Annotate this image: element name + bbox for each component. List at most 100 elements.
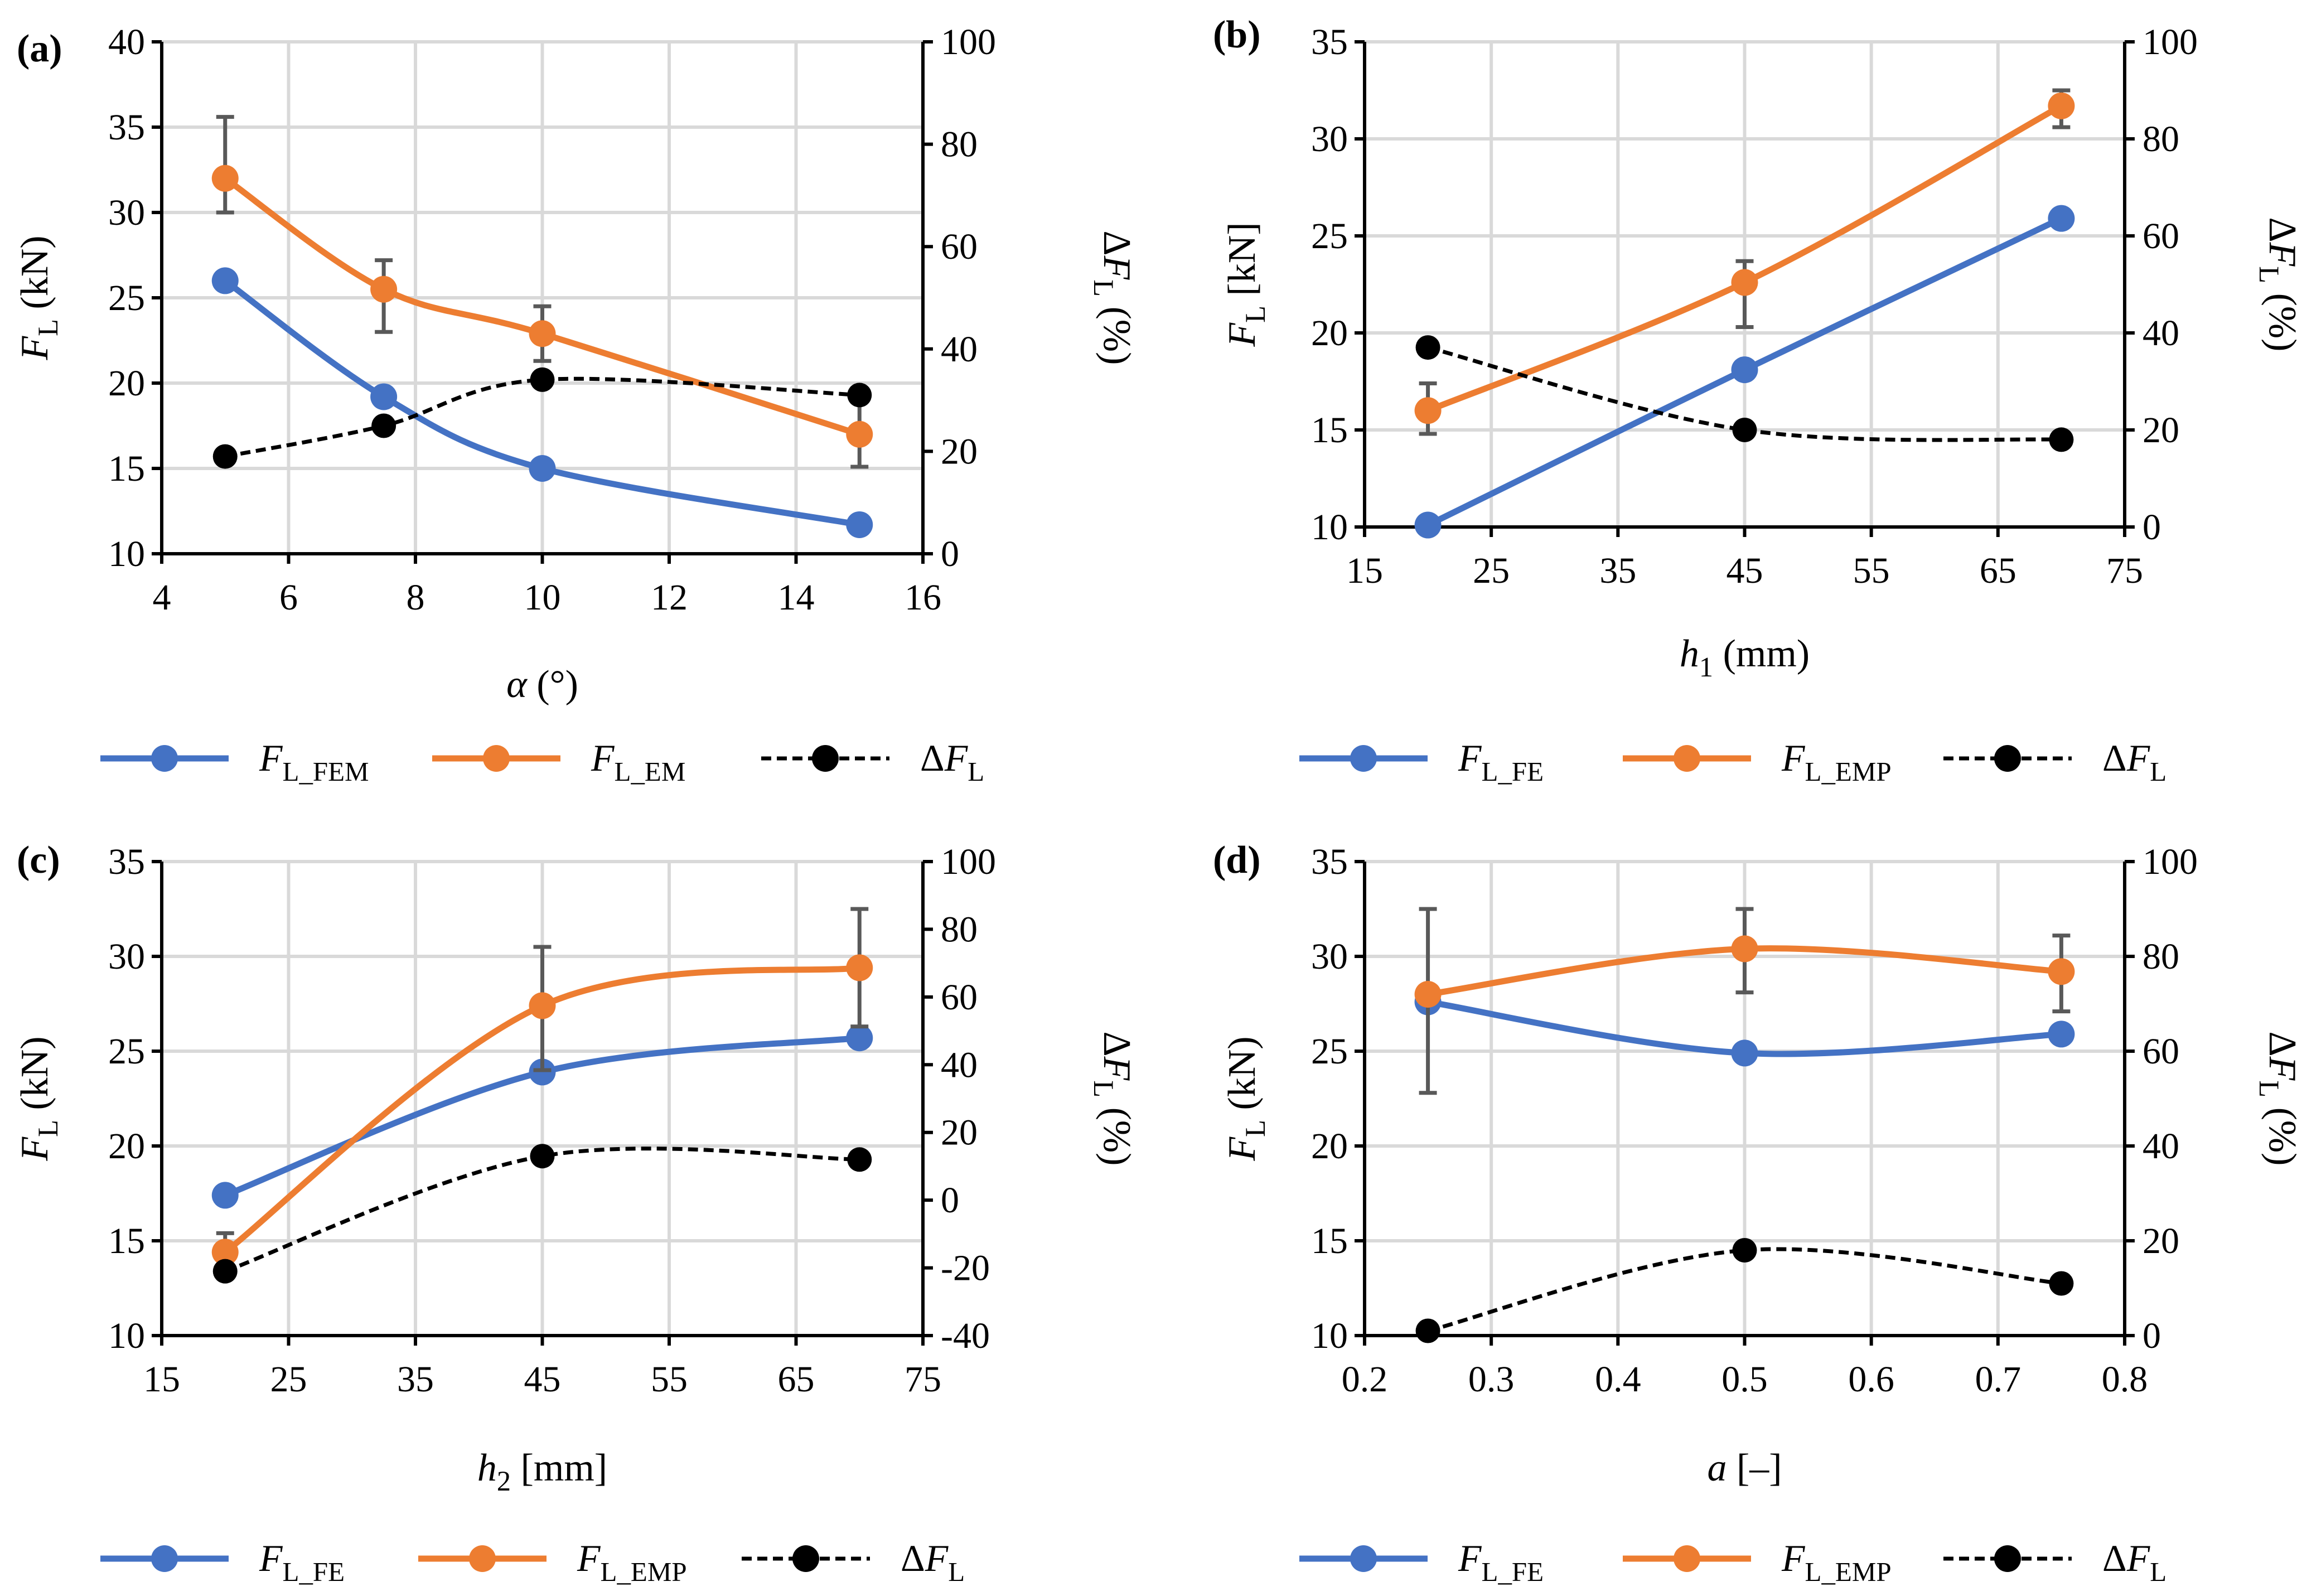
y-tick-label: 30 <box>1311 119 1348 159</box>
data-point-emp <box>2048 958 2075 985</box>
text-part: Δ <box>920 737 945 779</box>
y-tick-label: 35 <box>108 107 145 148</box>
legend-label: FL_EMP <box>577 1537 687 1587</box>
x-tick-label: 45 <box>1726 550 1763 591</box>
text-part: F <box>1095 255 1138 280</box>
y2-axis-title: ΔFL (%) <box>1088 1032 1138 1166</box>
data-point-diff <box>1415 335 1440 360</box>
text-part: (%) <box>2261 1097 2302 1165</box>
y-tick-label: 30 <box>108 192 145 233</box>
x-tick-label: 75 <box>905 1359 941 1400</box>
y-tick-label: 15 <box>108 448 145 489</box>
text-part: L <box>2253 266 2285 283</box>
legend-label: FL_FE <box>259 1537 345 1587</box>
y-tick-label: 20 <box>1311 313 1348 354</box>
y-tick-label: 25 <box>108 1031 145 1072</box>
text-part: [mm] <box>511 1447 607 1489</box>
x-tick-label: 6 <box>279 577 298 618</box>
y-axis-title: FL (kN) <box>1221 1036 1271 1161</box>
data-point-emp <box>529 320 556 347</box>
x-tick-label: 0.5 <box>1721 1359 1768 1400</box>
y2-tick-label: 40 <box>941 1044 978 1085</box>
text-part: F <box>577 1537 601 1579</box>
data-point-fe <box>1731 356 1758 384</box>
chart-panel-c: 15 25 35 45 55 65 75101520253035-40-2002040608… <box>13 839 1138 1587</box>
legend-entry-fe: FL_FE <box>1299 737 1544 787</box>
y-tick-label: 25 <box>108 278 145 318</box>
legend-entry-fe: FL_FE <box>100 1537 345 1587</box>
y2-tick-label: 20 <box>941 1113 978 1153</box>
y2-tick-label: 100 <box>941 22 996 62</box>
text-part: Δ <box>901 1537 925 1579</box>
text-part: L <box>1088 1080 1119 1097</box>
data-point-diff <box>2049 1271 2074 1296</box>
x-axis-title: h2 [mm] <box>477 1447 607 1497</box>
text-part: L <box>2150 756 2166 787</box>
x-tick-label: 15 <box>1346 550 1383 591</box>
x-tick-label: 45 <box>524 1359 561 1400</box>
text-part: Δ <box>2102 1537 2127 1579</box>
data-point-fe <box>211 1182 239 1209</box>
text-part: F <box>2126 737 2151 779</box>
y2-tick-label: 0 <box>941 1180 959 1221</box>
text-part: (°) <box>527 663 578 706</box>
legend-marker <box>1350 1545 1377 1572</box>
legend-marker <box>151 1545 178 1572</box>
x-tick-label: 10 <box>524 577 561 618</box>
data-point-emp <box>529 992 556 1019</box>
series-line-emp <box>223 176 860 438</box>
y-tick-label: 10 <box>108 534 145 574</box>
text-part: L <box>968 756 984 787</box>
legend-label: ΔFL <box>901 1537 965 1587</box>
y2-tick-label: -40 <box>941 1316 990 1356</box>
text-part: F <box>13 1136 56 1162</box>
text-part: α <box>506 663 528 706</box>
data-point-fe <box>1414 511 1442 539</box>
text-part: [kN] <box>1221 222 1264 306</box>
y-tick-label: 15 <box>1311 410 1348 451</box>
legend-marker <box>1994 1545 2021 1572</box>
text-part: F <box>2261 242 2302 267</box>
text-part: h <box>477 1447 497 1489</box>
data-point-emp <box>370 275 398 303</box>
y-axis-title: FL (kN) <box>13 1036 64 1161</box>
text-part: F <box>1458 737 1482 779</box>
text-part: L_FE <box>1482 756 1544 787</box>
x-tick-label: 4 <box>153 577 171 618</box>
y-tick-label: 20 <box>108 363 145 404</box>
y2-tick-label: 40 <box>941 329 978 370</box>
data-point-diff <box>1732 418 1757 442</box>
x-tick-label: 75 <box>2106 550 2143 591</box>
data-point-emp <box>1414 397 1442 424</box>
x-axis-title: a [–] <box>1707 1447 1782 1489</box>
text-part: F <box>1781 737 1806 779</box>
data-point-diff <box>530 367 555 392</box>
text-part: L <box>32 1120 64 1137</box>
legend-marker <box>1674 745 1700 772</box>
x-tick-label: 35 <box>1599 550 1636 591</box>
data-point-diff <box>530 1144 555 1169</box>
text-part: F <box>2126 1537 2151 1579</box>
text-part: (kN) <box>13 235 56 319</box>
y2-axis-title: ΔFL (%) <box>2253 217 2302 352</box>
y2-tick-label: 80 <box>2143 936 2179 977</box>
text-part: (%) <box>1095 1097 1138 1165</box>
text-part: F <box>944 737 969 779</box>
text-part: F <box>591 737 615 779</box>
x-tick-label: 15 <box>143 1359 180 1400</box>
y2-tick-label: 60 <box>941 977 978 1018</box>
text-part: F <box>925 1537 949 1579</box>
legend-entry-diff: ΔFL <box>742 1537 965 1587</box>
y2-tick-label: 40 <box>2143 1126 2179 1167</box>
data-point-fe <box>529 455 556 482</box>
data-point-diff <box>2049 427 2074 452</box>
text-part: L <box>2150 1556 2166 1587</box>
x-tick-label: 25 <box>1473 550 1510 591</box>
legend-label: FL_FE <box>1458 737 1544 787</box>
y2-tick-label: 20 <box>2143 1221 2179 1261</box>
data-point-fe <box>1731 1039 1758 1067</box>
text-part: F <box>1095 1056 1138 1081</box>
legend-marker <box>1994 745 2021 772</box>
text-part: (%) <box>2261 283 2302 351</box>
